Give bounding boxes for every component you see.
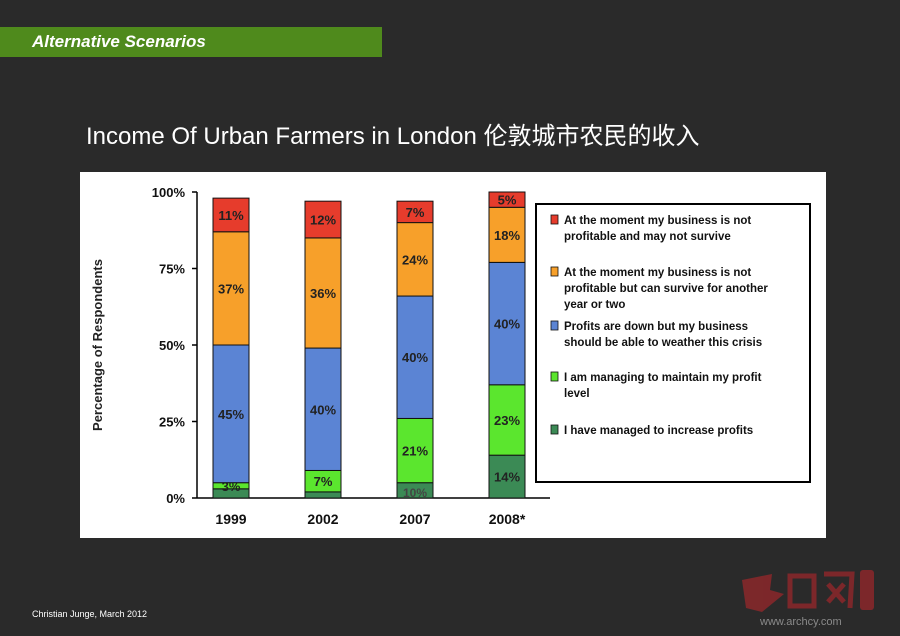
legend-label: profitable and may not survive	[564, 231, 731, 243]
y-tick-label: 50%	[159, 338, 185, 353]
legend-swatch	[550, 320, 559, 331]
data-label: 12%	[310, 213, 336, 228]
legend-label: should be able to weather this crisis	[564, 337, 762, 349]
legend-swatch	[550, 214, 559, 225]
data-label: 23%	[494, 413, 520, 428]
x-tick-label: 1999	[215, 511, 246, 527]
legend-swatch	[550, 266, 559, 277]
data-label: 7%	[314, 474, 333, 489]
bar-segment	[212, 344, 250, 484]
y-tick-label: 75%	[159, 262, 185, 277]
bar-segment	[304, 200, 342, 239]
legend-label: I am managing to maintain my profit	[564, 372, 762, 384]
data-label: 36%	[310, 286, 336, 301]
legend-label: profitable but can survive for another	[564, 283, 768, 295]
bar-segment	[396, 200, 434, 224]
slide-title: Income Of Urban Farmers in London 伦敦城市农民…	[86, 123, 700, 150]
y-tick-label: 100%	[152, 185, 186, 200]
bar-segment	[396, 222, 434, 297]
bar-segment	[396, 417, 434, 484]
x-tick-label: 2008*	[489, 511, 526, 527]
legend-label: At the moment my business is not	[564, 215, 751, 227]
legend-label: At the moment my business is not	[564, 267, 751, 279]
bar-segment	[488, 454, 526, 499]
legend-label: year or two	[564, 299, 625, 311]
legend-box	[535, 203, 811, 483]
data-label: 40%	[310, 402, 336, 417]
watermark-logo	[742, 570, 874, 612]
legend-swatch	[550, 371, 559, 382]
y-tick-label: 0%	[166, 491, 185, 506]
chart-panel: Percentage of Respondents 0% 25% 50% 75% 100%…	[80, 172, 826, 538]
data-label: 40%	[402, 350, 428, 365]
data-label: 37%	[218, 281, 244, 296]
bar-segment	[212, 197, 250, 233]
bar-segment	[304, 491, 342, 499]
section-banner: Alternative Scenarios	[0, 27, 382, 57]
bar-segment	[304, 237, 342, 349]
y-axis-label: Percentage of Respondents	[90, 259, 105, 431]
watermark-url: www.archcy.com	[760, 616, 842, 628]
data-label: 7%	[406, 205, 425, 220]
data-label: 40%	[494, 317, 520, 332]
stacked-bar-chart: Percentage of Respondents 0% 25% 50% 75% 100%…	[90, 185, 811, 527]
bar-segment	[304, 347, 342, 471]
x-tick-label: 2002	[307, 511, 338, 527]
data-label: 5%	[498, 193, 517, 208]
footer-credit: Christian Junge, March 2012	[32, 609, 148, 619]
legend-swatch	[550, 424, 559, 435]
legend-label: Profits are down but my business	[564, 321, 748, 333]
y-tick-label: 25%	[159, 415, 185, 430]
legend-label: I have managed to increase profits	[564, 425, 753, 437]
legend-label: level	[564, 388, 590, 400]
x-tick-label: 2007	[399, 511, 430, 527]
data-label: 21%	[402, 444, 428, 459]
section-label: Alternative Scenarios	[32, 32, 206, 51]
data-label: 24%	[402, 252, 428, 267]
data-label: 11%	[218, 208, 244, 223]
bar-segment	[488, 191, 526, 208]
data-label: 14%	[494, 470, 520, 485]
data-label: 45%	[218, 407, 244, 422]
data-label: 10%	[403, 486, 427, 500]
data-label: 18%	[494, 228, 520, 243]
